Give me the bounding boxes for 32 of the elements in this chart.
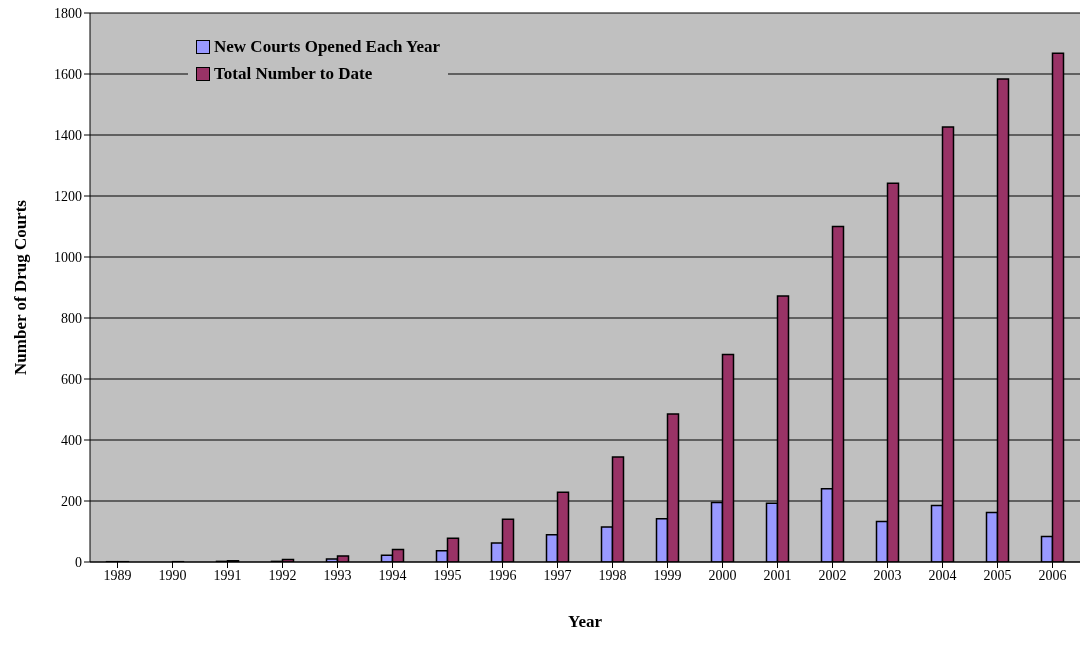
y-tick-label: 1000 — [54, 249, 82, 265]
x-tick-label: 1998 — [598, 567, 627, 583]
y-tick-label: 1400 — [54, 127, 82, 143]
legend-label: New Courts Opened Each Year — [214, 36, 441, 58]
x-tick-label: 2002 — [818, 567, 847, 583]
x-axis-title: Year — [568, 612, 603, 631]
x-tick-label: 2005 — [983, 567, 1012, 583]
x-tick-label: 2006 — [1038, 567, 1067, 583]
y-tick-label: 200 — [61, 493, 82, 509]
y-tick-label: 800 — [61, 310, 82, 326]
y-tick-label: 400 — [61, 432, 82, 448]
x-tick-label: 1993 — [323, 567, 352, 583]
x-tick-label: 1989 — [103, 567, 132, 583]
x-tick-label: 1990 — [158, 567, 187, 583]
x-tick-label: 1994 — [378, 567, 407, 583]
y-tick-label: 1800 — [54, 5, 82, 21]
x-tick-label: 2001 — [763, 567, 792, 583]
y-tick-label: 1600 — [54, 66, 82, 82]
x-tick-label: 1997 — [543, 567, 572, 583]
y-tick-label: 0 — [75, 554, 82, 570]
x-tick-label: 2000 — [708, 567, 737, 583]
y-tick-label: 600 — [61, 371, 82, 387]
x-tick-label: 2003 — [873, 567, 902, 583]
y-tick-label: 1200 — [54, 188, 82, 204]
x-tick-label: 1999 — [653, 567, 682, 583]
x-tick-label: 1995 — [433, 567, 462, 583]
legend-label: Total Number to Date — [214, 63, 373, 85]
x-tick-label: 1992 — [268, 567, 297, 583]
x-tick-label: 1996 — [488, 567, 517, 583]
y-axis-title: Number of Drug Courts — [11, 199, 31, 375]
x-tick-label: 1991 — [213, 567, 242, 583]
x-tick-label: 2004 — [928, 567, 957, 583]
